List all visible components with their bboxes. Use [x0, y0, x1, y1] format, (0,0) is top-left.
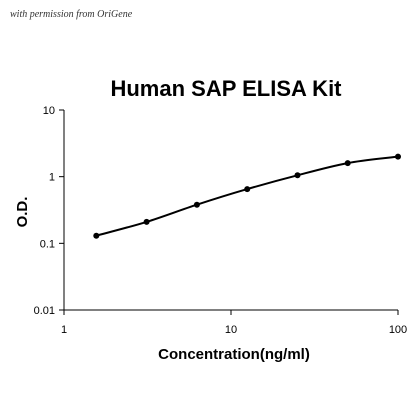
data-point: [244, 186, 251, 193]
data-point: [294, 172, 301, 179]
fit-curve-line: [96, 155, 399, 237]
data-point: [193, 201, 200, 208]
x-axis-ticks: 1 10 100: [61, 310, 407, 336]
data-point: [143, 218, 150, 225]
y-tick-label: 0.1: [40, 238, 55, 250]
credit-text: with permission from OriGene: [10, 9, 133, 20]
x-tick-label: 1: [61, 324, 67, 336]
y-axis-ticks: 0.01 0.1 1 10: [34, 105, 64, 317]
y-tick-label: 1: [49, 172, 55, 184]
data-point: [93, 232, 100, 239]
x-axis-label: Concentration(ng/ml): [158, 346, 310, 363]
y-axis-label: O.D.: [14, 197, 31, 228]
x-tick-label: 100: [389, 324, 407, 336]
data-points: [93, 153, 401, 239]
data-point: [395, 153, 401, 160]
chart-title: Human SAP ELISA Kit: [110, 76, 342, 101]
x-tick-label: 10: [225, 324, 237, 336]
y-tick-label: 0.01: [34, 305, 55, 317]
y-tick-label: 10: [43, 105, 55, 117]
data-point: [344, 160, 351, 167]
